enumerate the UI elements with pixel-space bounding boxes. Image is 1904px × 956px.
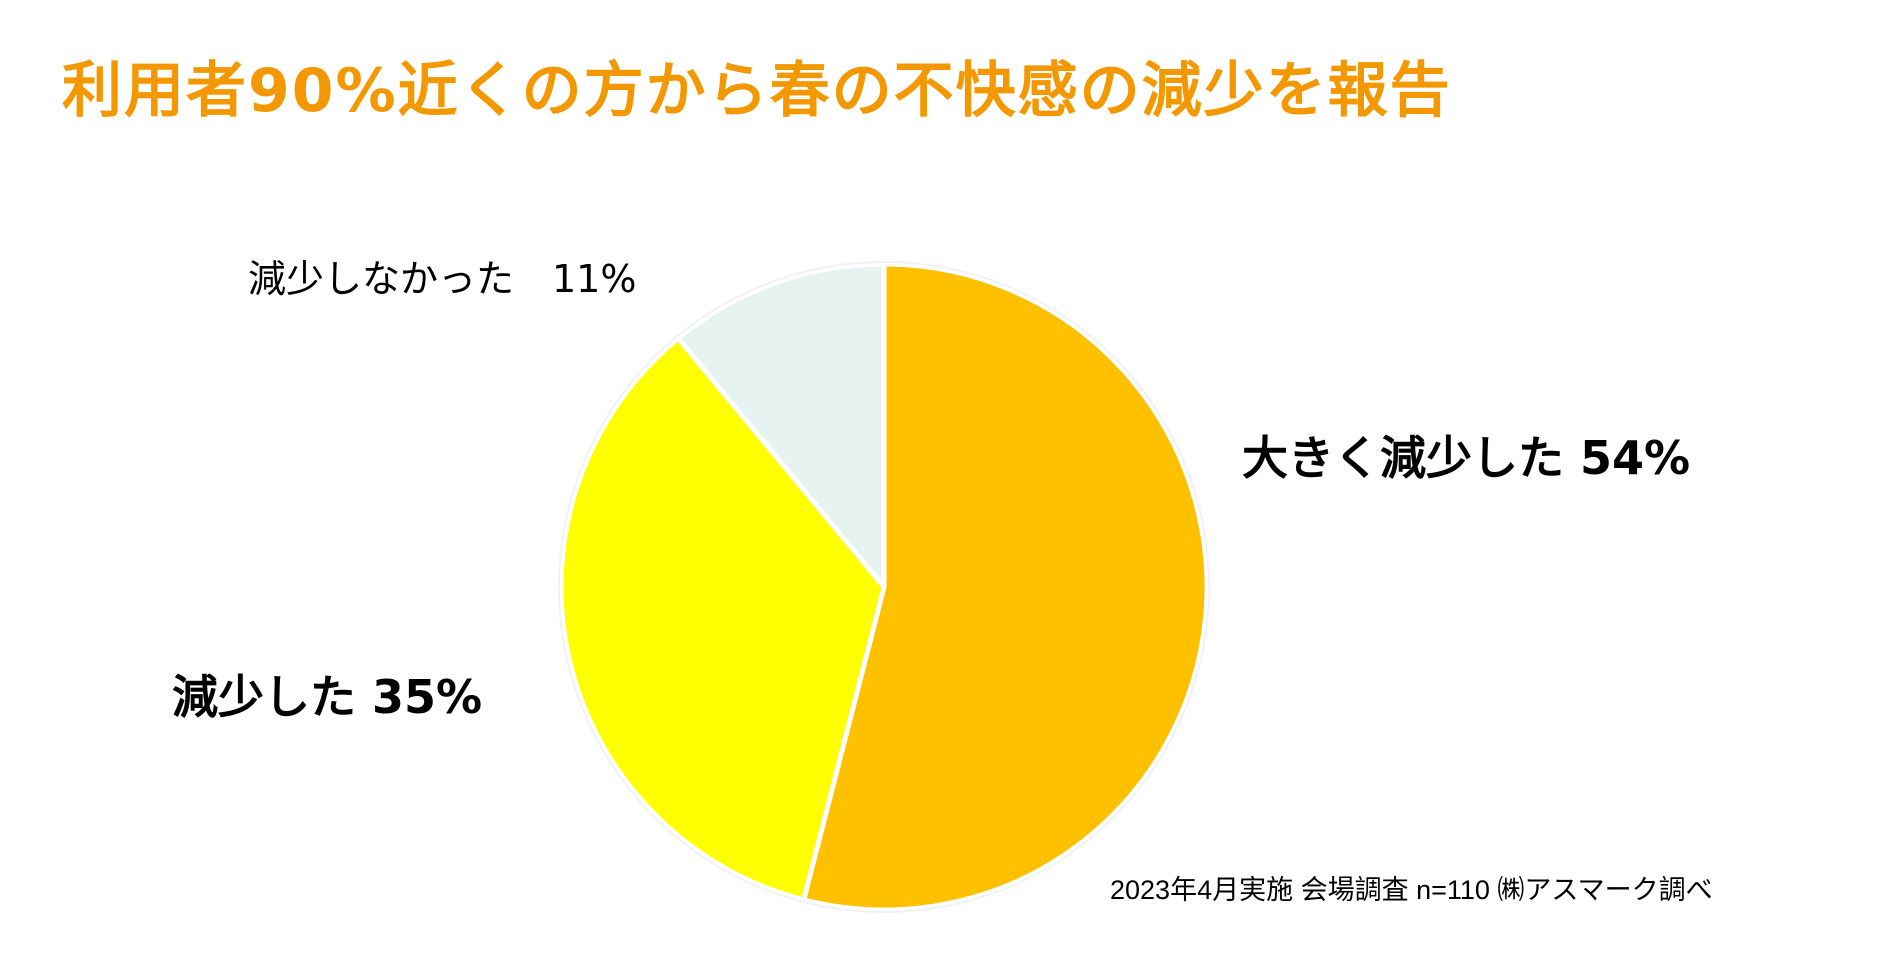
pie-slice-large-decrease	[801, 261, 1210, 913]
survey-footnote: 2023年4月実施 会場調査 n=110 ㈱アスマーク調べ	[1110, 875, 1713, 905]
slice-label-decrease: 減少した 35%	[172, 670, 483, 724]
page-title: 利用者90%近くの方から春の不快感の減少を報告	[62, 56, 1452, 126]
slice-label-large-decrease: 大きく減少した 54%	[1242, 431, 1691, 485]
pie-slice-decrease	[558, 335, 887, 903]
slice-label-no-decrease: 減少しなかった 11%	[248, 257, 637, 301]
pie-slice-no-decrease	[675, 261, 887, 590]
pie-outline	[558, 261, 1210, 913]
